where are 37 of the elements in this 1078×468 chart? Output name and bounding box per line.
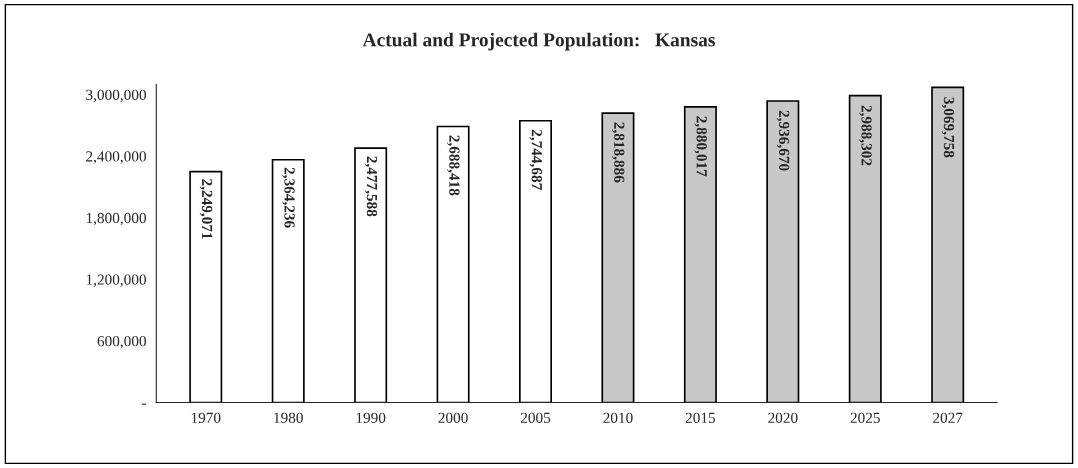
x-tick-label: 2015	[685, 412, 716, 423]
y-tick-label: 1,200,000	[86, 274, 147, 287]
y-tick-label: -	[142, 403, 147, 405]
x-tick-label: 1970	[191, 412, 221, 423]
x-tick-label: 2027	[933, 412, 963, 423]
data-label: 2,880,017	[694, 116, 707, 177]
bar	[436, 125, 470, 403]
data-label: 3,069,758	[941, 97, 955, 158]
data-label: 2,688,418	[447, 135, 460, 196]
y-tick-label: 2,400,000	[86, 151, 147, 164]
y-tick-label: 600,000	[97, 336, 147, 349]
data-label: 2,818,886	[611, 122, 625, 183]
bar	[848, 94, 882, 403]
y-tick-label: 3,000,000	[86, 89, 147, 103]
bar	[271, 158, 305, 403]
data-label: 2,477,588	[364, 156, 378, 217]
x-tick-label: 2010	[603, 412, 633, 423]
x-tick-label: 2025	[850, 412, 880, 423]
data-label: 2,249,071	[199, 179, 213, 239]
bar	[519, 119, 553, 403]
x-tick-label: 2005	[520, 412, 551, 423]
bar	[601, 112, 635, 403]
x-tick-label: 2000	[438, 412, 468, 423]
data-label: 2,988,302	[859, 105, 872, 166]
bar	[931, 86, 965, 403]
data-label: 2,744,687	[529, 129, 542, 190]
chart-title: Actual and Projected Population: Kansas	[362, 32, 715, 51]
bar	[683, 105, 717, 403]
y-tick-label: 1,800,000	[86, 212, 147, 226]
bar	[766, 100, 800, 403]
bar	[354, 147, 388, 403]
x-tick-label: 1980	[274, 412, 303, 423]
data-label: 2,364,236	[282, 167, 295, 228]
data-label: 2,936,670	[776, 110, 790, 171]
x-tick-label: 1990	[356, 412, 386, 423]
bar	[189, 170, 223, 403]
x-tick-label: 2020	[768, 412, 798, 423]
